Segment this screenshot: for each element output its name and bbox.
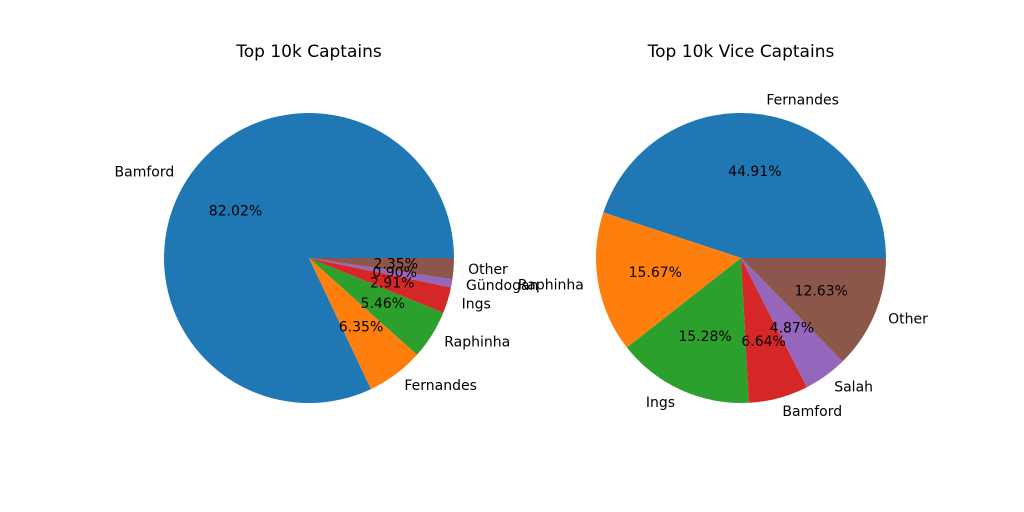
captains-slice-ings bbox=[309, 258, 451, 313]
captains-label-ings: Ings bbox=[462, 296, 491, 312]
captains-chart-title: Top 10k Captains bbox=[235, 42, 382, 62]
captains-slices bbox=[163, 113, 454, 404]
captains-percent-fernandes: 6.35% bbox=[339, 320, 383, 336]
vice-captains-slice-fernandes bbox=[603, 113, 886, 258]
vice-captains-chart-title: Top 10k Vice Captains bbox=[647, 42, 835, 62]
vice-captains-pie-chart: Top 10k Vice Captains Fernandes 44.91% Rap… bbox=[518, 42, 928, 420]
vice-captains-label-other: Other bbox=[888, 312, 928, 328]
captains-pie-chart: Top 10k Captains Bamford 82.02% Fernandes 6… bbox=[115, 42, 539, 404]
captains-label-raphinha: Raphinha bbox=[444, 335, 510, 351]
captains-label-gundogan: Gündogan bbox=[466, 278, 538, 294]
vice-captains-percent-raphinha: 15.67% bbox=[629, 265, 682, 281]
vice-captains-slice-raphinha bbox=[596, 212, 741, 348]
captains-label-fernandes: Fernandes bbox=[404, 378, 477, 394]
vice-captains-slice-bamford bbox=[741, 258, 807, 403]
vice-captains-label-salah: Salah bbox=[834, 379, 873, 395]
vice-captains-label-raphinha: Raphinha bbox=[518, 277, 584, 293]
captains-percent-bamford: 82.02% bbox=[209, 203, 262, 219]
captains-label-other: Other bbox=[468, 262, 508, 278]
captains-slice-other bbox=[309, 258, 454, 280]
vice-captains-percent-fernandes: 44.91% bbox=[728, 164, 781, 180]
captains-slice-raphinha bbox=[309, 258, 444, 355]
vice-captains-label-bamford: Bamford bbox=[782, 404, 842, 420]
vice-captains-percent-bamford: 6.64% bbox=[741, 334, 785, 350]
captains-percent-ings: 2.91% bbox=[370, 275, 414, 291]
vice-captains-labels: Fernandes 44.91% Raphinha 15.67% Ings 15.28% B… bbox=[518, 93, 928, 420]
captains-labels: Bamford 82.02% Fernandes 6.35% Raphinha 5.46%… bbox=[115, 165, 539, 394]
vice-captains-slices bbox=[596, 113, 886, 403]
vice-captains-percent-salah: 4.87% bbox=[770, 321, 814, 337]
captains-percent-raphinha: 5.46% bbox=[361, 296, 405, 312]
captains-percent-other: 2.35% bbox=[374, 256, 418, 272]
vice-captains-slice-ings bbox=[626, 258, 749, 403]
vice-captains-label-ings: Ings bbox=[646, 395, 675, 411]
vice-captains-label-fernandes: Fernandes bbox=[766, 93, 839, 109]
vice-captains-percent-other: 12.63% bbox=[795, 284, 848, 300]
captains-slice-fernandes bbox=[309, 258, 418, 390]
vice-captains-slice-salah bbox=[741, 258, 843, 388]
captains-slice-gundogan bbox=[309, 258, 453, 288]
captains-percent-gundogan: 0.90% bbox=[372, 265, 416, 281]
captains-label-bamford: Bamford bbox=[115, 165, 175, 181]
vice-captains-percent-ings: 15.28% bbox=[678, 329, 731, 345]
vice-captains-slice-other bbox=[741, 258, 886, 362]
